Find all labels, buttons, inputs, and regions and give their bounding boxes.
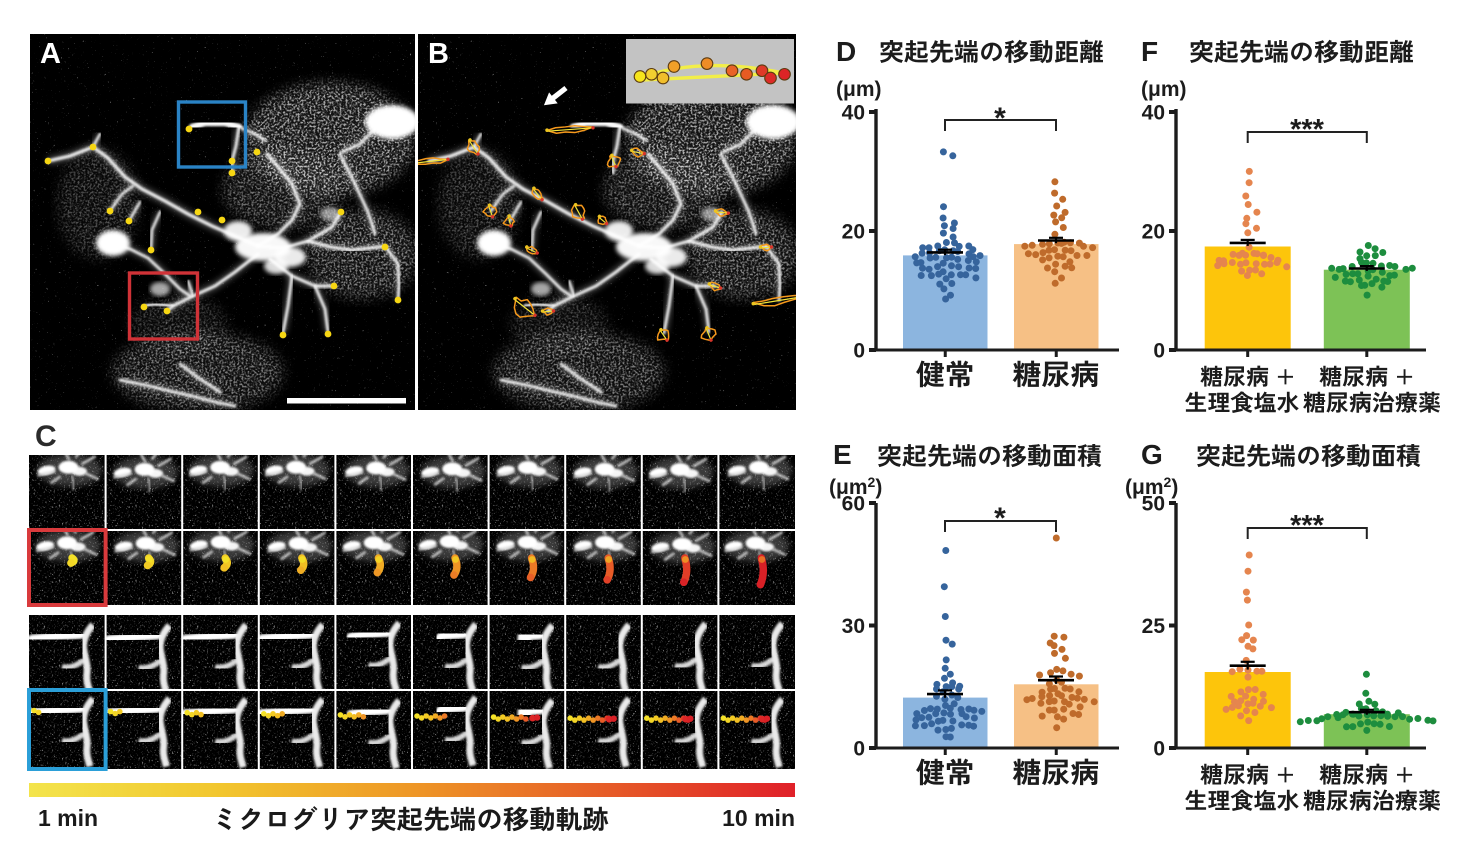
svg-text:50: 50 (1142, 493, 1165, 516)
svg-text:G: G (1141, 439, 1163, 470)
svg-text:F: F (1141, 36, 1158, 67)
svg-text:60: 60 (842, 493, 865, 516)
svg-text:30: 30 (842, 615, 865, 638)
svg-text:1 min: 1 min (38, 805, 98, 831)
svg-text:40: 40 (1142, 102, 1165, 125)
svg-text:B: B (428, 38, 449, 70)
svg-text:20: 20 (842, 221, 865, 244)
svg-text:C: C (35, 420, 57, 453)
svg-text:40: 40 (842, 102, 865, 125)
svg-text:0: 0 (1153, 340, 1165, 363)
svg-text:10 min: 10 min (722, 805, 795, 831)
svg-text:25: 25 (1142, 615, 1166, 638)
svg-text:D: D (836, 36, 856, 67)
svg-text:0: 0 (1153, 738, 1165, 761)
svg-text:E: E (833, 439, 852, 470)
svg-text:0: 0 (853, 340, 865, 363)
svg-text:0: 0 (853, 738, 865, 761)
svg-text:***: *** (1290, 114, 1325, 146)
svg-text:***: *** (1290, 510, 1325, 542)
svg-text:20: 20 (1142, 221, 1165, 244)
svg-text:(μm): (μm) (1141, 78, 1187, 101)
svg-text:*: * (994, 502, 1006, 535)
svg-text:A: A (40, 38, 61, 70)
svg-text:*: * (994, 102, 1006, 135)
svg-text:(μm): (μm) (836, 78, 882, 101)
